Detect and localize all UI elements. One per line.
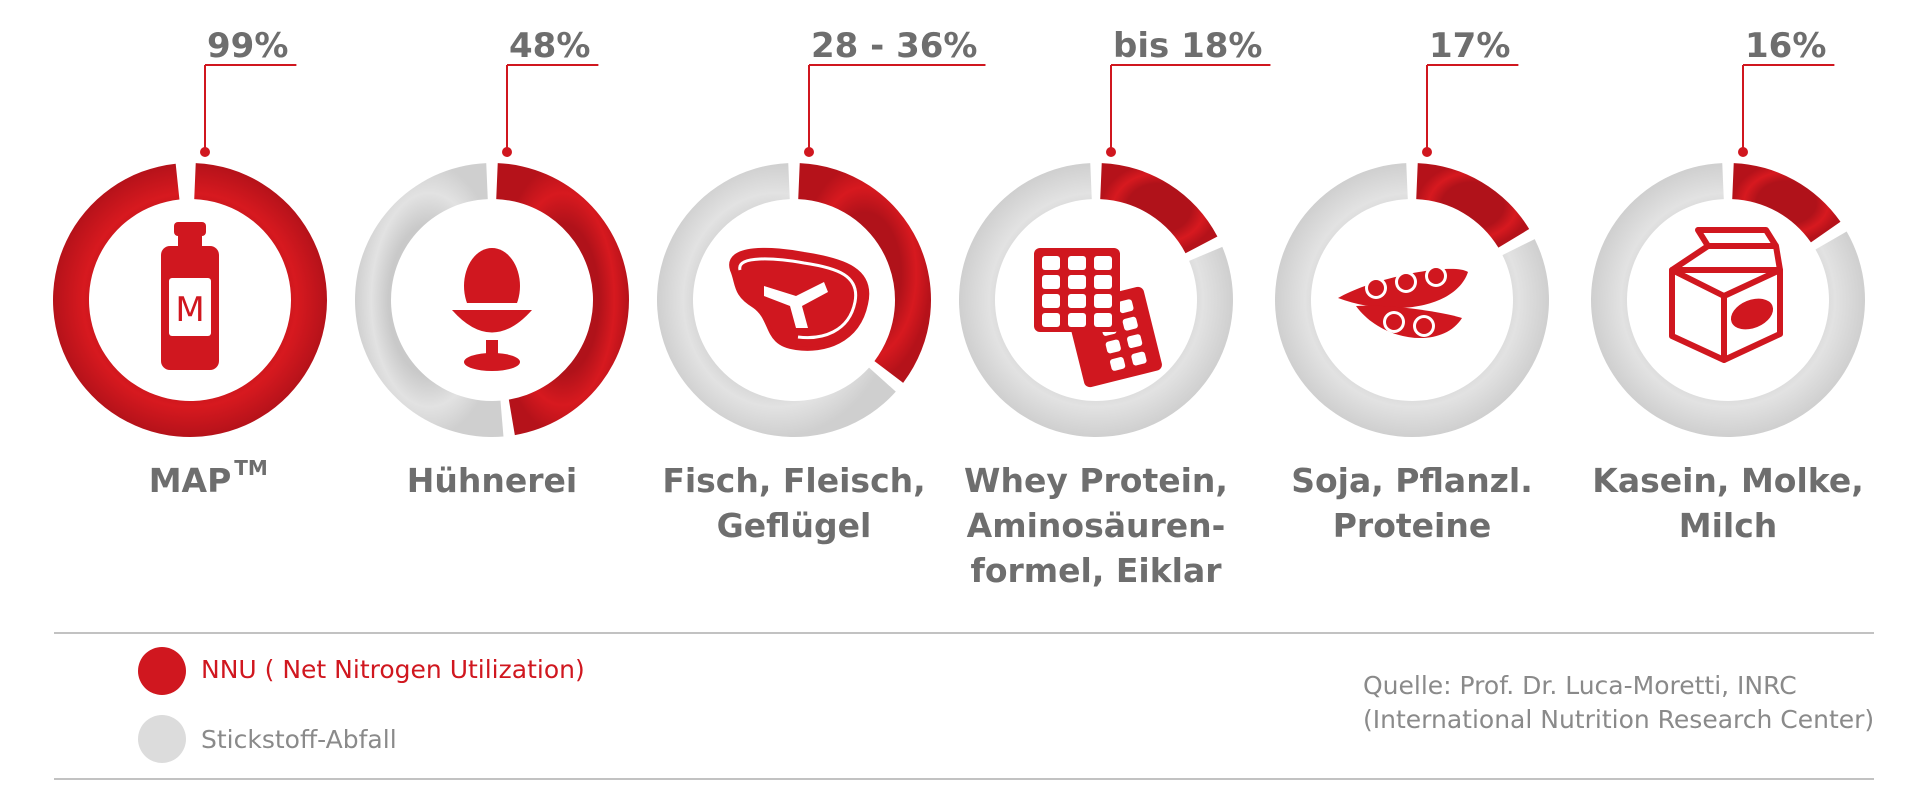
- percent-label: 17%: [1429, 26, 1510, 66]
- percent-label: 48%: [509, 26, 590, 66]
- soy-pod-icon: [1338, 265, 1468, 339]
- donut-nnu-segment: [1100, 163, 1218, 254]
- donut-group: 17% Soja, Pflanzl. Proteine: [1275, 26, 1549, 545]
- category-label: Aminosäuren-: [967, 506, 1226, 545]
- egg-cup-icon: [452, 248, 532, 371]
- donut-waste-segment: [354, 163, 504, 437]
- category-label: Kasein, Molke,: [1592, 461, 1864, 500]
- category-label: formel, Eiklar: [970, 551, 1222, 590]
- legend-swatch-waste: [138, 715, 186, 763]
- category-label: Whey Protein,: [964, 461, 1228, 500]
- percent-label: 99%: [207, 26, 288, 66]
- legend-label-nnu: NNU ( Net Nitrogen Utilization): [201, 655, 585, 684]
- donut-waste-segment: [657, 163, 896, 437]
- category-label: Milch: [1679, 506, 1778, 545]
- legend: NNU ( Net Nitrogen Utilization) Sticksto…: [54, 632, 1874, 780]
- category-label: Proteine: [1333, 506, 1491, 545]
- legend-swatch-nnu: [138, 647, 186, 695]
- percent-label: 28 - 36%: [811, 26, 977, 66]
- percent-label: bis 18%: [1113, 26, 1262, 66]
- category-label: Soja, Pflanzl.: [1291, 461, 1533, 500]
- pill-blister-icon: [1034, 248, 1162, 388]
- donut-group: 99% M MAP TM: [52, 26, 327, 500]
- milk-carton-icon: [1669, 227, 1783, 363]
- donut-group: 16% Kasein, Molke, Milch: [1590, 26, 1865, 545]
- donut-group: 28 - 36% Fisch, Fleisch, Geflügel: [657, 26, 986, 545]
- svg-text:M: M: [175, 290, 204, 330]
- legend-label-waste: Stickstoff-Abfall: [201, 725, 397, 754]
- category-label: Hühnerei: [407, 461, 577, 500]
- trademark-superscript: TM: [234, 456, 268, 480]
- donut-nnu-segment: [1416, 163, 1530, 248]
- donut-nnu-segment: [1732, 163, 1841, 243]
- category-label: MAP: [149, 461, 232, 500]
- bottle-icon: M: [161, 222, 219, 370]
- source-line-2: (International Nutrition Research Center…: [1363, 705, 1874, 734]
- percent-label: 16%: [1745, 26, 1826, 66]
- category-label: Fisch, Fleisch,: [662, 461, 925, 500]
- donut-nnu-segment: [798, 163, 931, 383]
- category-label: Geflügel: [717, 506, 872, 545]
- donut-group: bis 18% Whey Protein, Aminosäuren-formel, …: [959, 26, 1271, 590]
- source-line-1: Quelle: Prof. Dr. Luca-Moretti, INRC: [1363, 671, 1797, 700]
- donut-group: 48% Hühnerei: [354, 26, 629, 500]
- donut-nnu-segment: [496, 163, 629, 436]
- steak-icon: [729, 247, 870, 351]
